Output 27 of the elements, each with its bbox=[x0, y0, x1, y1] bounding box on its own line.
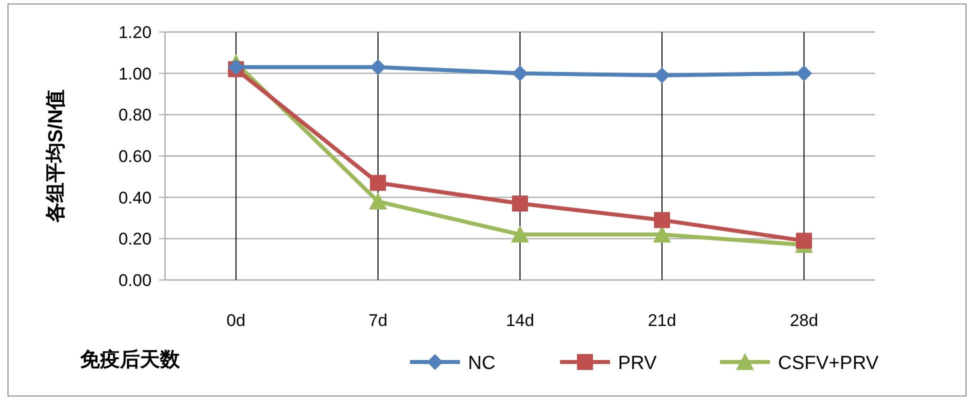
x-axis-title: 免疫后天数 bbox=[79, 348, 181, 371]
point bbox=[512, 196, 528, 212]
y-tick-label: 0.60 bbox=[118, 147, 152, 166]
legend-label: CSFV+PRV bbox=[778, 353, 879, 374]
y-axis-title: 各组平均S/N值 bbox=[45, 89, 67, 224]
y-tick-label: 0.80 bbox=[118, 106, 152, 125]
x-tick-label: 21d bbox=[648, 311, 676, 330]
x-tick-label: 0d bbox=[226, 311, 246, 330]
x-tick-label: 14d bbox=[506, 311, 534, 330]
point bbox=[370, 174, 386, 191]
legend-label: NC bbox=[468, 353, 496, 374]
point bbox=[796, 232, 812, 249]
legend-label: PRV bbox=[618, 353, 658, 374]
point bbox=[511, 226, 529, 243]
y-tick-label: 0.00 bbox=[118, 271, 152, 290]
point bbox=[796, 65, 812, 82]
point bbox=[512, 65, 528, 82]
y-tick-label: 1.20 bbox=[118, 23, 152, 42]
point bbox=[654, 67, 670, 84]
point bbox=[369, 192, 387, 210]
y-tick-label: 0.40 bbox=[118, 188, 152, 208]
y-tick-label: 0.20 bbox=[118, 230, 152, 249]
point bbox=[370, 59, 386, 76]
point bbox=[654, 212, 670, 228]
y-tick-label: 1.00 bbox=[118, 64, 152, 84]
x-tick-label: 7d bbox=[368, 311, 388, 330]
x-tick-label: 28d bbox=[790, 311, 818, 330]
